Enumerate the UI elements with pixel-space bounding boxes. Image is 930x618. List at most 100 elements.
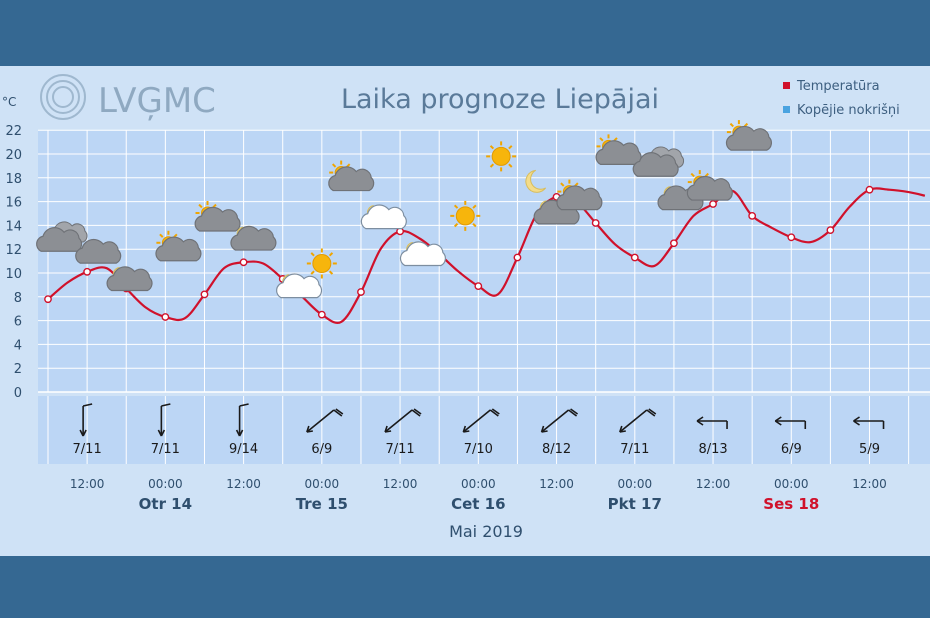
temperature-point: [44, 295, 52, 304]
legend-swatch-precipitation: [783, 106, 790, 113]
wind-indicator: 8/13: [696, 416, 728, 457]
temperature-point: [787, 233, 796, 242]
wind-indicator: 7/10: [462, 408, 500, 457]
y-tick-label: 22: [5, 124, 22, 139]
y-tick-label: 10: [5, 267, 22, 282]
wind-speed-label: 8/13: [698, 442, 727, 457]
sun-icon: [450, 200, 481, 231]
cloud-icon: [75, 238, 122, 264]
temperature-point: [670, 239, 678, 248]
hour-tick-label: 12:00: [383, 477, 418, 491]
partly-cloudy-day-icon: [686, 170, 733, 201]
night-white-cloud-icon: [399, 241, 446, 267]
wind-speed-label: 6/9: [311, 442, 332, 457]
temperature-point: [591, 219, 600, 227]
y-tick-label: 14: [5, 219, 22, 234]
hour-tick-label: 12:00: [226, 477, 261, 491]
wind-speed-label: 6/9: [781, 442, 802, 457]
month-label: Mai 2019: [449, 522, 523, 541]
wind-indicator: 9/14: [229, 403, 258, 457]
partly-cloudy-day-icon: [725, 120, 772, 151]
temperature-line: [47, 187, 926, 324]
partly-cloudy-day-icon: [595, 134, 642, 165]
y-tick-label: 16: [5, 196, 22, 211]
hour-tick-label: 00:00: [148, 477, 183, 491]
wind-indicator: 8/12: [540, 408, 579, 457]
wind-arrow-icon: [619, 408, 657, 433]
hour-tick-label: 12:00: [696, 477, 731, 491]
wind-speed-label: 8/12: [542, 442, 571, 457]
hour-tick-label: 00:00: [305, 477, 340, 491]
overcast-cloud-icon: [36, 221, 88, 252]
lvgmc-logo: LVĢMC: [40, 74, 216, 121]
night-cloud-icon: [106, 266, 153, 292]
partly-cloudy-day-icon: [194, 201, 241, 232]
day-label: Cet 16: [451, 495, 505, 513]
wind-indicator: 7/11: [619, 408, 657, 457]
wind-speed-label: 7/10: [464, 442, 493, 457]
temperature-point: [161, 313, 170, 321]
legend-swatch-temperature: [783, 82, 790, 89]
logo-text: LVĢMC: [98, 81, 216, 121]
top-band: [0, 0, 930, 66]
wind-panel: [38, 396, 930, 464]
moon-icon: [525, 169, 547, 193]
wind-speed-label: 7/11: [620, 442, 649, 457]
y-axis-unit: °C: [2, 95, 16, 109]
y-axis: 0 2 4 6 8 10 12 14 16 18 20 22: [5, 124, 22, 401]
partly-cloudy-day-icon: [328, 160, 375, 192]
temperature-point: [513, 253, 522, 262]
wind-indicator: 7/11: [384, 408, 422, 457]
day-label: Otr 14: [139, 495, 192, 513]
temperature-point: [357, 288, 365, 296]
y-tick-label: 4: [14, 338, 22, 353]
wind-arrow-icon: [540, 408, 579, 433]
overcast-cloud-icon: [632, 146, 685, 177]
wind-indicator: 7/11: [73, 403, 102, 457]
y-tick-label: 18: [5, 172, 22, 187]
y-tick-label: 2: [14, 362, 22, 377]
temperature-point: [200, 290, 209, 299]
partly-cloudy-day-icon: [155, 230, 202, 262]
wind-gridlines: [47, 396, 910, 464]
x-axis: 12:00 00:00 12:00 00:00 12:00 00:00 12:00 00:00…: [70, 477, 887, 513]
wind-indicator: 5/9: [853, 416, 885, 457]
temperature-point: [826, 226, 835, 235]
legend: Temperatūra Kopējie nokrišņi: [783, 79, 900, 118]
wind-arrow-icon: [235, 403, 249, 437]
temperature-point: [474, 282, 483, 290]
hour-tick-label: 12:00: [852, 477, 887, 491]
wind-arrow-icon: [384, 408, 422, 433]
lvgmc-logo-mark: [40, 74, 86, 120]
wind-arrow-icon: [79, 403, 93, 437]
wind-row: 7/11 7/11 9/14 6/9 7/11 7/10 8/12 7/11 8/13 6/9 5/…: [73, 403, 885, 457]
temperature-point: [865, 185, 874, 194]
wind-arrow-icon: [853, 416, 885, 429]
temperature-point: [748, 211, 757, 220]
sun-icon: [486, 141, 517, 172]
hour-tick-label: 12:00: [70, 477, 105, 491]
y-tick-label: 20: [5, 148, 22, 163]
night-white-cloud-icon: [276, 273, 323, 299]
y-tick-label: 6: [14, 315, 22, 330]
day-label: Ses 18: [763, 495, 819, 513]
wind-indicator: 6/9: [774, 416, 807, 457]
night-cloud-icon: [230, 225, 277, 251]
wind-indicator: 6/9: [306, 408, 344, 457]
temperature-point: [317, 310, 326, 319]
temperature-point: [630, 253, 639, 262]
wind-arrow-icon: [696, 416, 728, 429]
wind-speed-label: 9/14: [229, 442, 258, 457]
y-tick-label: 12: [5, 243, 22, 258]
legend-label-precipitation: Kopējie nokrišņi: [797, 103, 900, 118]
partly-cloudy-day-icon: [556, 179, 603, 211]
day-label: Pkt 17: [608, 495, 662, 513]
wind-speed-label: 7/11: [385, 442, 414, 457]
wind-arrow-icon: [462, 408, 500, 433]
sun-icon: [306, 248, 337, 279]
wind-arrow-icon: [157, 403, 171, 437]
hour-tick-label: 00:00: [461, 477, 496, 491]
hour-tick-label: 00:00: [618, 477, 653, 491]
temperature-point: [83, 267, 92, 276]
